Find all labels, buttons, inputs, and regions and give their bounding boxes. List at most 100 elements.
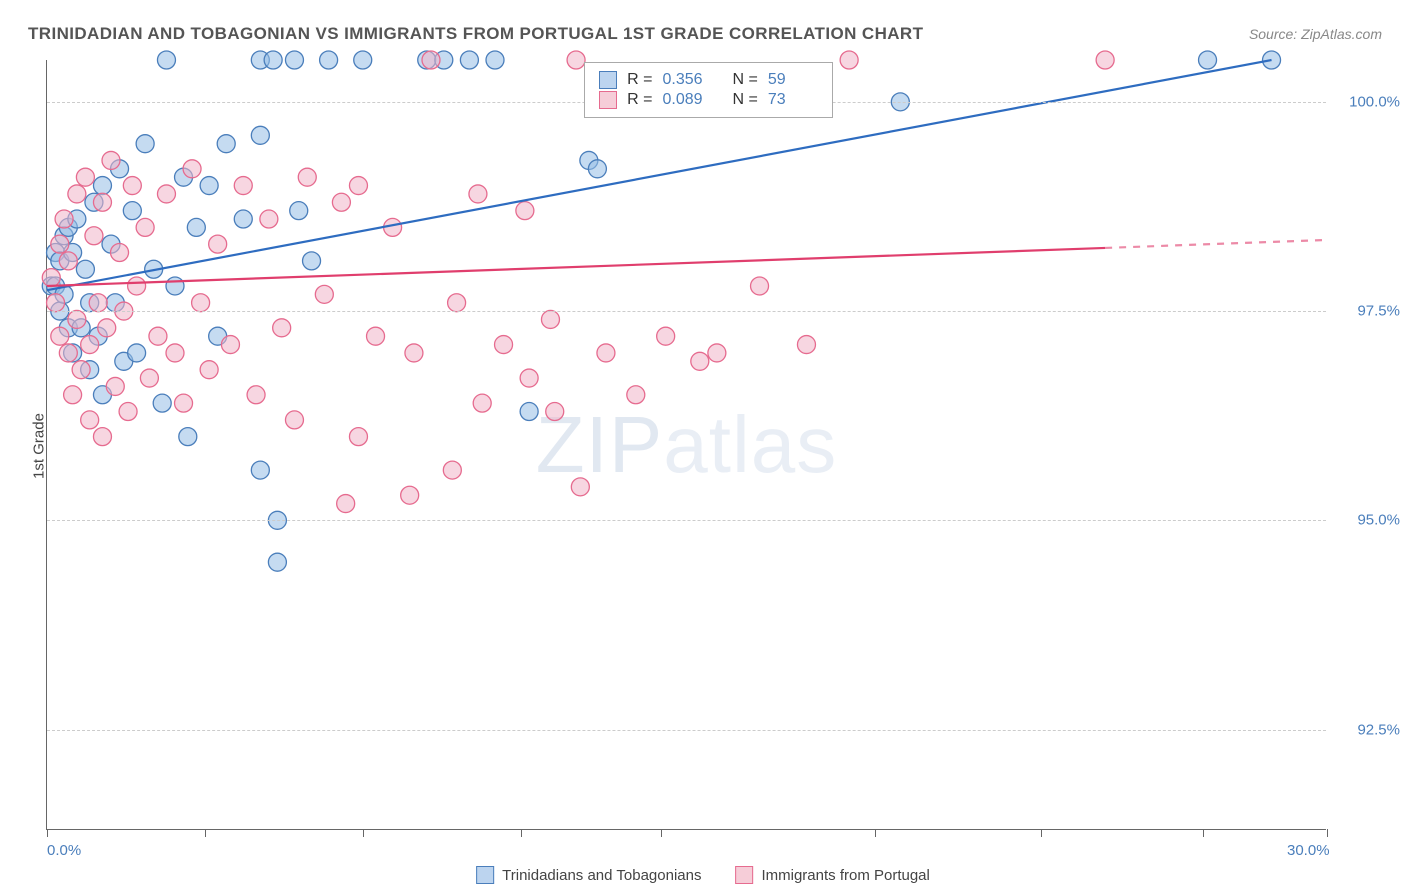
y-tick-label: 95.0% xyxy=(1336,512,1400,529)
scatter-point-portugal xyxy=(405,344,423,362)
chart-plot-area: ZIPatlas 100.0%97.5%95.0%92.5%0.0%30.0%R… xyxy=(46,60,1326,830)
scatter-point-portugal xyxy=(495,336,513,354)
scatter-point-portugal xyxy=(541,310,559,328)
x-axis-label: 30.0% xyxy=(1287,842,1330,859)
scatter-point-trinidadians xyxy=(157,51,175,69)
stats-r-value: 0.089 xyxy=(663,91,713,109)
scatter-point-portugal xyxy=(691,352,709,370)
scatter-point-portugal xyxy=(59,344,77,362)
x-tick xyxy=(661,829,662,837)
scatter-point-portugal xyxy=(157,185,175,203)
scatter-point-portugal xyxy=(469,185,487,203)
scatter-point-portugal xyxy=(708,344,726,362)
scatter-point-portugal xyxy=(140,369,158,387)
scatter-point-trinidadians xyxy=(268,553,286,571)
scatter-point-portugal xyxy=(64,386,82,404)
scatter-point-portugal xyxy=(102,151,120,169)
scatter-point-portugal xyxy=(401,486,419,504)
scatter-point-trinidadians xyxy=(588,160,606,178)
scatter-point-portugal xyxy=(221,336,239,354)
stats-r-label: R = xyxy=(627,91,652,109)
scatter-point-portugal xyxy=(840,51,858,69)
stats-n-label: N = xyxy=(733,91,758,109)
scatter-point-portugal xyxy=(546,403,564,421)
stats-n-value: 59 xyxy=(768,71,818,89)
x-tick xyxy=(47,829,48,837)
scatter-point-trinidadians xyxy=(128,344,146,362)
scatter-point-portugal xyxy=(42,269,60,287)
scatter-point-portugal xyxy=(76,168,94,186)
stats-r-value: 0.356 xyxy=(663,71,713,89)
scatter-point-portugal xyxy=(93,428,111,446)
scatter-point-portugal xyxy=(367,327,385,345)
scatter-point-portugal xyxy=(175,394,193,412)
scatter-point-portugal xyxy=(422,51,440,69)
scatter-point-portugal xyxy=(209,235,227,253)
correlation-stats-box: R = 0.356 N = 59 R = 0.089 N = 73 xyxy=(584,62,833,118)
scatter-point-portugal xyxy=(247,386,265,404)
scatter-point-trinidadians xyxy=(153,394,171,412)
scatter-point-portugal xyxy=(260,210,278,228)
scatter-point-portugal xyxy=(183,160,201,178)
stats-n-value: 73 xyxy=(768,91,818,109)
scatter-point-trinidadians xyxy=(290,202,308,220)
scatter-point-portugal xyxy=(47,294,65,312)
scatter-point-trinidadians xyxy=(486,51,504,69)
scatter-point-portugal xyxy=(627,386,645,404)
scatter-point-portugal xyxy=(55,210,73,228)
scatter-point-portugal xyxy=(516,202,534,220)
scatter-point-portugal xyxy=(332,193,350,211)
scatter-point-trinidadians xyxy=(179,428,197,446)
scatter-point-portugal xyxy=(149,327,167,345)
legend-item: Immigrants from Portugal xyxy=(735,866,929,884)
scatter-point-trinidadians xyxy=(136,135,154,153)
scatter-point-portugal xyxy=(234,177,252,195)
scatter-point-portugal xyxy=(166,344,184,362)
scatter-point-trinidadians xyxy=(1199,51,1217,69)
scatter-point-portugal xyxy=(68,310,86,328)
y-tick-label: 92.5% xyxy=(1336,721,1400,738)
scatter-point-portugal xyxy=(443,461,461,479)
scatter-point-portugal xyxy=(298,168,316,186)
scatter-point-portugal xyxy=(597,344,615,362)
scatter-point-portugal xyxy=(68,185,86,203)
scatter-point-trinidadians xyxy=(251,126,269,144)
scatter-point-portugal xyxy=(751,277,769,295)
stats-row: R =0.356N =59 xyxy=(599,71,818,89)
scatter-point-trinidadians xyxy=(251,461,269,479)
scatter-point-portugal xyxy=(51,327,69,345)
x-tick xyxy=(1327,829,1328,837)
x-tick xyxy=(1041,829,1042,837)
scatter-point-portugal xyxy=(59,252,77,270)
scatter-point-trinidadians xyxy=(234,210,252,228)
legend-item: Trinidadians and Tobagonians xyxy=(476,866,701,884)
scatter-point-portugal xyxy=(285,411,303,429)
scatter-point-portugal xyxy=(337,495,355,513)
scatter-point-trinidadians xyxy=(303,252,321,270)
scatter-point-portugal xyxy=(448,294,466,312)
scatter-point-portugal xyxy=(81,411,99,429)
scatter-point-trinidadians xyxy=(285,51,303,69)
legend-label: Immigrants from Portugal xyxy=(761,867,929,884)
y-tick-label: 97.5% xyxy=(1336,303,1400,320)
gridline xyxy=(47,730,1326,731)
scatter-point-portugal xyxy=(93,193,111,211)
scatter-point-portugal xyxy=(123,177,141,195)
scatter-point-portugal xyxy=(51,235,69,253)
stats-r-label: R = xyxy=(627,71,652,89)
scatter-point-portugal xyxy=(473,394,491,412)
scatter-point-trinidadians xyxy=(166,277,184,295)
scatter-point-portugal xyxy=(315,285,333,303)
x-axis-label: 0.0% xyxy=(47,842,81,859)
scatter-point-portugal xyxy=(1096,51,1114,69)
scatter-point-portugal xyxy=(119,403,137,421)
scatter-point-trinidadians xyxy=(460,51,478,69)
scatter-point-trinidadians xyxy=(520,403,538,421)
stats-row: R = 0.089 N = 73 xyxy=(599,91,818,109)
stats-swatch xyxy=(599,71,617,89)
scatter-point-trinidadians xyxy=(217,135,235,153)
scatter-point-portugal xyxy=(200,361,218,379)
scatter-point-portugal xyxy=(106,377,124,395)
scatter-point-trinidadians xyxy=(76,260,94,278)
trend-line-extrapolated-portugal xyxy=(1105,240,1327,248)
